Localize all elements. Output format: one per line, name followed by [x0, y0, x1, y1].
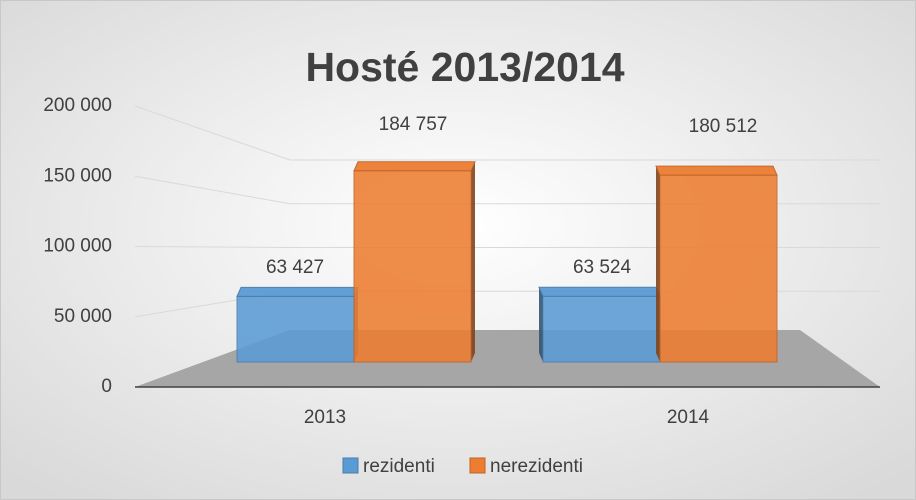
grid-line [134, 105, 880, 161]
y-tick-label: 200 000 [43, 95, 112, 116]
bar-top [655, 165, 778, 176]
y-tick-label: 0 [101, 376, 112, 397]
bar-front [353, 170, 472, 363]
x-tick-label: 2013 [304, 407, 346, 428]
bar-top [236, 286, 359, 297]
bar [353, 161, 476, 363]
legend-swatch [342, 457, 359, 474]
bar-side [656, 166, 660, 362]
bar-front [542, 295, 661, 363]
legend-label: rezidenti [363, 456, 435, 477]
legend-label: nerezidenti [490, 456, 583, 477]
data-label: 184 757 [379, 114, 448, 135]
chart-title: Hosté 2013/2014 [305, 44, 624, 90]
bar-side [471, 161, 475, 362]
bar-front [659, 174, 778, 363]
data-label: 63 524 [573, 257, 632, 278]
bar [655, 165, 778, 363]
y-tick-label: 100 000 [43, 236, 112, 257]
bar-top [353, 161, 476, 172]
x-tick-label: 2014 [667, 407, 710, 428]
y-tick-label: 50 000 [54, 306, 112, 327]
bar-side [539, 287, 543, 362]
bar-front [236, 295, 355, 363]
data-label: 180 512 [689, 116, 758, 137]
legend-swatch [469, 457, 486, 474]
y-tick-label: 150 000 [43, 165, 112, 186]
bar [538, 286, 661, 363]
bar-top [538, 286, 661, 297]
bar [236, 286, 359, 363]
data-label: 63 427 [266, 257, 324, 278]
